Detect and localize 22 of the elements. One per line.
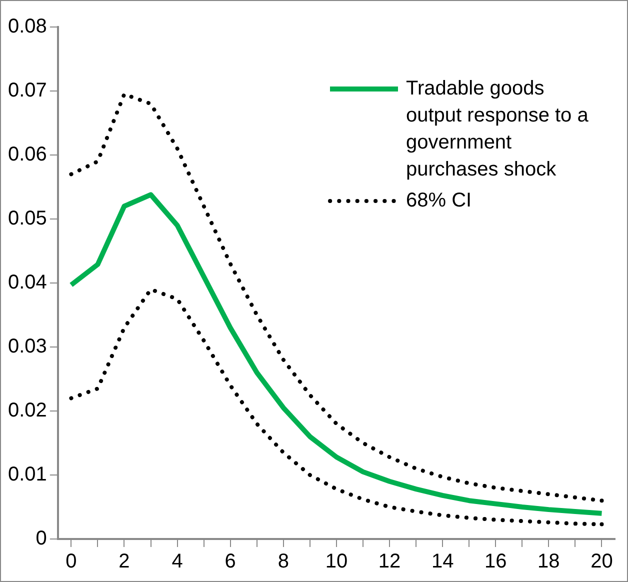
x-tick-label: 16	[484, 550, 507, 573]
x-tick-label: 6	[224, 550, 236, 573]
y-tick-label: 0.05	[8, 208, 47, 230]
y-tick-label: 0.06	[8, 144, 47, 166]
x-tick-label: 8	[278, 550, 289, 573]
x-tick-label: 18	[538, 550, 560, 573]
x-tick-label: 0	[66, 550, 77, 573]
x-tick-label: 14	[431, 550, 454, 573]
y-tick-label: 0.02	[8, 400, 47, 422]
x-tick-label: 10	[325, 550, 348, 573]
y-tick-label: 0.03	[8, 336, 47, 358]
x-tick-label: 2	[118, 550, 130, 573]
y-tick-label: 0.08	[8, 16, 47, 38]
legend-label: 68% CI	[406, 190, 472, 212]
x-tick-label: 20	[590, 550, 613, 573]
y-tick-label: 0.07	[8, 80, 47, 102]
y-tick-label: 0.04	[8, 272, 47, 294]
x-tick-label: 12	[378, 550, 401, 573]
x-tick-label: 4	[172, 550, 183, 573]
legend-label: Tradable goods output response to a government purchases shock	[406, 78, 590, 181]
y-tick-label: 0	[36, 528, 47, 550]
y-tick-label: 0.01	[8, 464, 47, 486]
